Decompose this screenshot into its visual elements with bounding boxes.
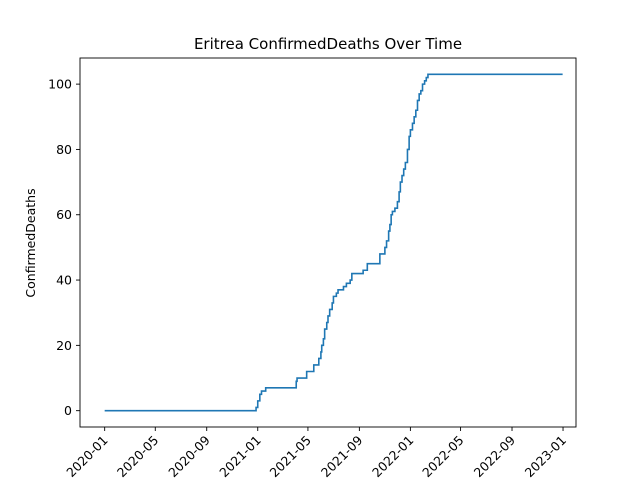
x-tick-label: 2022-05 bbox=[419, 433, 467, 480]
series-line bbox=[104, 73, 563, 412]
y-tick-label: 40 bbox=[56, 273, 72, 288]
chart-title: Eritrea ConfirmedDeaths Over Time bbox=[194, 35, 462, 53]
x-tick-label: 2021-01 bbox=[216, 433, 264, 480]
x-tick-label: 2022-09 bbox=[471, 432, 519, 480]
y-tick-label: 0 bbox=[64, 403, 72, 418]
x-tick-label: 2021-05 bbox=[267, 433, 315, 480]
x-tick-label: 2022-01 bbox=[369, 433, 417, 480]
x-tick-label: 2021-09 bbox=[318, 432, 366, 480]
x-tick-label: 2020-09 bbox=[165, 432, 213, 480]
x-tick-label: 2020-05 bbox=[114, 433, 162, 480]
x-tick-label: 2023-01 bbox=[522, 433, 570, 480]
y-tick-label: 100 bbox=[48, 77, 72, 92]
y-axis-label: ConfirmedDeaths bbox=[23, 188, 38, 297]
y-tick-label: 60 bbox=[56, 207, 72, 222]
plot-frame bbox=[79, 57, 577, 428]
x-tick-label: 2020-01 bbox=[63, 433, 111, 480]
y-tick-label: 80 bbox=[56, 142, 72, 157]
y-tick-label: 20 bbox=[56, 338, 72, 353]
